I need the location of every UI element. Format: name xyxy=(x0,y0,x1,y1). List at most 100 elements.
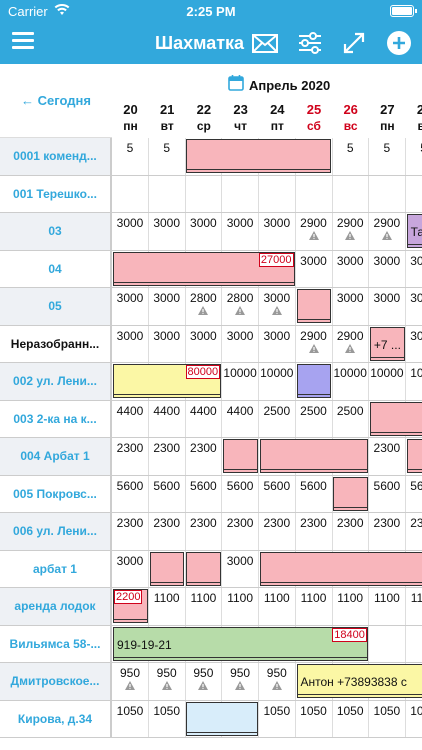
price-cell[interactable] xyxy=(222,438,260,475)
price-cell[interactable]: 1100 xyxy=(296,588,333,625)
price-cell[interactable]: 950 xyxy=(259,663,296,700)
price-cell[interactable] xyxy=(406,176,422,213)
price-cell[interactable]: 5600 xyxy=(185,475,223,512)
room-label[interactable]: Дмитровское... xyxy=(0,663,112,700)
price-cell[interactable]: 3000 xyxy=(406,251,422,288)
price-cell[interactable]: 3000 xyxy=(185,213,223,250)
booking-block[interactable] xyxy=(406,439,422,473)
today-button[interactable]: ← Сегодня xyxy=(0,64,112,138)
price-cell[interactable]: 1050 xyxy=(259,700,296,737)
price-cell[interactable] xyxy=(222,175,260,212)
price-cell[interactable]: 2300 xyxy=(149,513,186,550)
price-cell[interactable]: 2300 xyxy=(406,513,422,550)
room-label[interactable]: Вильямса 58-... xyxy=(0,625,112,662)
price-cell[interactable]: 3000 xyxy=(112,288,149,325)
booking-block[interactable]: Антон +73893838 с xyxy=(296,664,422,698)
price-cell[interactable]: 4400 xyxy=(112,400,149,437)
booking-block[interactable] xyxy=(259,439,368,473)
price-cell[interactable]: 3000 xyxy=(222,325,260,362)
room-label[interactable]: 001 Терешко... xyxy=(0,175,112,212)
price-cell[interactable]: 2300 xyxy=(369,438,406,475)
room-label[interactable]: 002 ул. Лени... xyxy=(0,363,112,400)
room-label[interactable]: 005 Покровс... xyxy=(0,475,112,512)
sliders-icon[interactable] xyxy=(296,29,324,57)
price-cell[interactable] xyxy=(259,175,296,212)
price-cell[interactable]: 2500 xyxy=(296,400,333,437)
price-cell[interactable]: 5 xyxy=(332,138,370,175)
price-cell[interactable] xyxy=(369,175,406,212)
booking-block[interactable]: 27000 xyxy=(113,251,295,286)
booking-block[interactable] xyxy=(186,551,222,586)
price-cell[interactable]: 2800 xyxy=(185,288,223,325)
price-cell[interactable]: 3000 xyxy=(332,250,370,287)
price-cell[interactable]: 3000 xyxy=(149,288,186,325)
plus-icon[interactable] xyxy=(385,29,413,57)
price-cell[interactable] xyxy=(332,625,370,662)
price-cell[interactable]: 3000 xyxy=(406,288,422,325)
price-cell[interactable]: 2300 xyxy=(185,438,223,475)
price-cell[interactable]: 10000 xyxy=(332,363,370,400)
booking-block[interactable]: Та xyxy=(406,214,422,248)
price-cell[interactable]: 3000 xyxy=(369,288,406,325)
price-cell[interactable]: 5600 xyxy=(112,475,149,512)
booking-block[interactable]: 2200 xyxy=(113,589,148,623)
price-cell[interactable] xyxy=(185,175,223,212)
price-cell[interactable]: 1100 xyxy=(259,588,296,625)
booking-block[interactable] xyxy=(223,439,258,473)
price-cell[interactable] xyxy=(112,175,149,212)
price-cell[interactable]: 3000 xyxy=(369,250,406,287)
price-cell[interactable] xyxy=(112,588,149,625)
price-cell[interactable]: 1000 xyxy=(406,363,422,400)
booking-block[interactable] xyxy=(296,364,332,398)
price-cell[interactable] xyxy=(296,363,333,400)
price-cell[interactable]: 3000 xyxy=(222,550,260,587)
price-cell[interactable]: 2300 xyxy=(222,513,260,550)
price-cell[interactable] xyxy=(259,250,296,287)
price-cell[interactable]: 2300 xyxy=(259,513,296,550)
price-cell[interactable]: 3000 xyxy=(149,213,186,250)
price-cell[interactable]: 3000 xyxy=(112,325,149,362)
price-cell[interactable]: 3000 xyxy=(112,550,149,587)
price-cell[interactable]: 1100 xyxy=(406,588,422,625)
menu-icon[interactable] xyxy=(12,32,34,52)
price-cell[interactable]: 1050 xyxy=(369,700,406,737)
price-cell[interactable]: 10000 xyxy=(369,363,406,400)
price-cell[interactable]: 950 xyxy=(112,663,149,700)
price-cell[interactable]: 5600 xyxy=(222,475,260,512)
price-cell[interactable] xyxy=(332,475,370,512)
price-cell[interactable]: 4400 xyxy=(222,400,260,437)
booking-block[interactable]: +7 ... xyxy=(369,326,405,361)
price-cell[interactable]: 950 xyxy=(222,663,260,700)
booking-block[interactable] xyxy=(296,289,332,323)
price-cell[interactable]: 5 xyxy=(406,138,422,175)
price-cell[interactable]: 2300 xyxy=(112,438,149,475)
price-cell[interactable] xyxy=(406,626,422,663)
price-cell[interactable] xyxy=(369,625,406,662)
price-cell[interactable]: 2900 xyxy=(332,325,370,362)
price-cell[interactable] xyxy=(185,550,223,587)
price-cell[interactable]: 1100 xyxy=(149,588,186,625)
price-cell[interactable] xyxy=(296,138,333,175)
price-cell[interactable] xyxy=(185,363,223,400)
room-label[interactable]: 006 ул. Лени... xyxy=(0,513,112,550)
price-cell[interactable]: 1100 xyxy=(222,588,260,625)
room-label[interactable]: арбат 1 xyxy=(0,550,112,587)
price-cell[interactable]: 5600 xyxy=(369,475,406,512)
booking-block[interactable] xyxy=(369,401,422,436)
price-cell[interactable]: 4400 xyxy=(185,400,223,437)
room-label[interactable]: 0001 коменд... xyxy=(0,138,112,175)
booking-block[interactable]: 80000 xyxy=(113,364,222,398)
price-cell[interactable] xyxy=(296,175,333,212)
price-cell[interactable]: 3000 xyxy=(259,288,296,325)
expand-icon[interactable] xyxy=(340,29,368,57)
price-cell[interactable]: 2900 xyxy=(296,213,333,250)
price-cell[interactable] xyxy=(222,700,260,737)
room-label[interactable]: 05 xyxy=(0,288,112,325)
price-cell[interactable]: 3000 xyxy=(332,288,370,325)
envelope-icon[interactable] xyxy=(251,29,279,57)
booking-block[interactable] xyxy=(333,476,368,511)
price-cell[interactable]: 2800 xyxy=(222,288,260,325)
price-cell[interactable]: 4400 xyxy=(149,400,186,437)
price-cell[interactable]: 3000 xyxy=(112,213,149,250)
price-cell[interactable]: 5600 xyxy=(406,476,422,513)
